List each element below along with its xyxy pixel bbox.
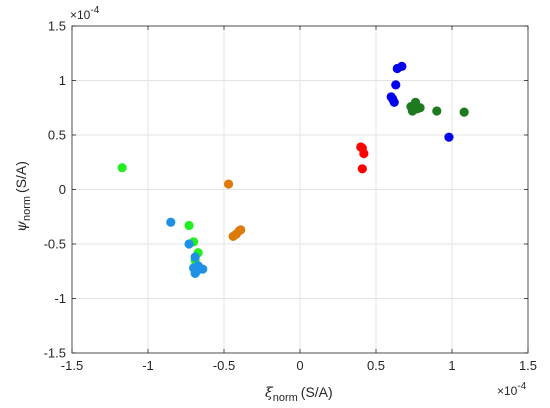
x-exponent-label: ×10-4 — [497, 381, 527, 398]
data-point — [228, 231, 238, 241]
x-tick-label: 0.5 — [367, 358, 385, 373]
series-5 — [117, 163, 203, 265]
y-axis-label: ψnorm(S/A) — [13, 161, 33, 232]
data-point — [444, 132, 454, 142]
data-point — [415, 103, 425, 113]
data-point — [184, 220, 194, 231]
data-point — [432, 106, 442, 116]
ticks: -1.5 -1 -0.5 0 0.5 1 1.5 -1.5 -1 -0.5 0 0.5 1 1.5 — [44, 19, 537, 374]
series-4 — [223, 179, 246, 241]
data-point — [359, 148, 369, 159]
series-3 — [356, 142, 369, 174]
x-tick-label: -1 — [142, 358, 154, 373]
x-tick-label: -0.5 — [213, 358, 235, 373]
x-tick-label: -1.5 — [61, 358, 83, 373]
data-point — [192, 266, 202, 276]
y-tick-label: -0.5 — [44, 237, 66, 252]
data-point — [391, 80, 401, 90]
y-tick-label: -1.5 — [44, 346, 66, 361]
y-exponent-label: ×10-4 — [70, 5, 100, 22]
data-point — [166, 217, 176, 227]
grid — [71, 25, 529, 354]
y-tick-label: 0 — [59, 182, 66, 197]
x-tick-label: 1 — [448, 358, 455, 373]
data-point — [184, 239, 194, 249]
y-tick-label: 1 — [59, 73, 66, 88]
x-axis-label: ξnorm (S/A) — [265, 384, 333, 404]
x-tick-label: 0 — [296, 358, 303, 373]
x-tick-label: 1.5 — [519, 358, 537, 373]
data-point — [190, 252, 200, 262]
data-point — [459, 107, 469, 117]
y-tick-label: -1 — [54, 291, 66, 306]
data-points — [117, 61, 469, 279]
data-point — [389, 97, 399, 107]
data-point — [117, 163, 127, 173]
series-2 — [406, 97, 469, 117]
data-point — [223, 179, 234, 189]
series-6 — [166, 217, 208, 279]
series-1 — [386, 61, 454, 142]
y-tick-label: 1.5 — [48, 19, 66, 34]
y-tick-label: 0.5 — [48, 128, 66, 143]
data-point — [397, 61, 407, 71]
data-point — [357, 164, 367, 174]
